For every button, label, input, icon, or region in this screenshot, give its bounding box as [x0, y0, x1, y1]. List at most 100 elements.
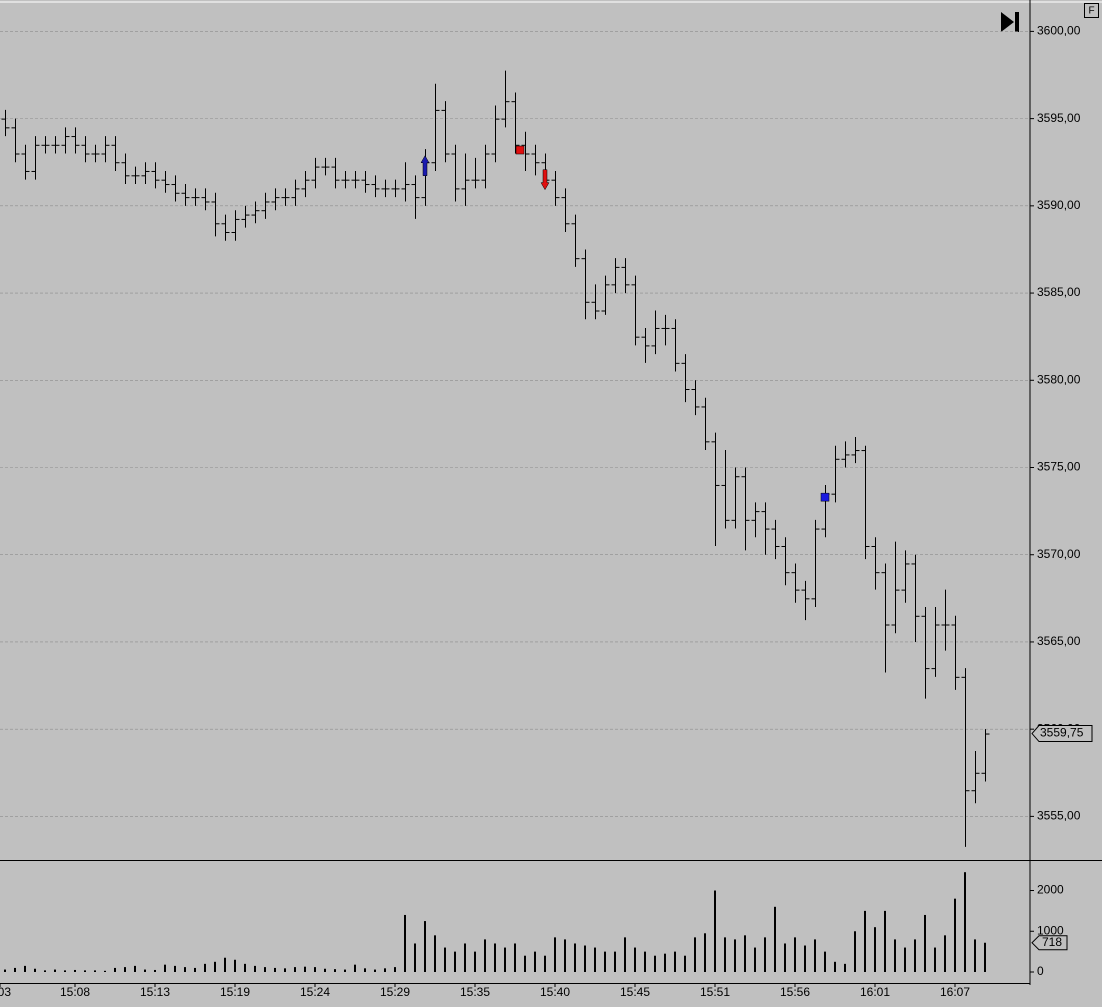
y-tick-label: 3555,00 [1037, 809, 1081, 823]
volume-bar [94, 970, 96, 972]
volume-bar [234, 959, 236, 972]
volume-bar [354, 964, 356, 972]
volume-bar [384, 968, 386, 972]
volume-bar [334, 969, 336, 972]
volume-bar [484, 939, 486, 972]
volume-bar [774, 906, 776, 972]
volume-bar [654, 955, 656, 972]
volume-bar [574, 943, 576, 972]
x-tick-label: 16:01 [860, 985, 890, 999]
volume-bar [694, 937, 696, 972]
signal-up-arrow [420, 155, 430, 176]
corner-button[interactable]: F [1084, 3, 1099, 18]
volume-bar [544, 955, 546, 972]
last-price-tag [1031, 725, 1093, 743]
volume-bar [314, 967, 316, 972]
corner-box [1084, 3, 1099, 18]
volume-bar [734, 939, 736, 972]
x-tick-label: 15:13 [140, 985, 170, 999]
volume-bar [974, 939, 976, 972]
y-tick-label: 3580,00 [1037, 372, 1081, 386]
volume-bar [984, 942, 986, 972]
volume-tick-label: 0 [1037, 964, 1044, 978]
volume-bar [464, 943, 466, 972]
volume-bar [664, 953, 666, 972]
volume-bar [784, 943, 786, 972]
volume-bar [644, 951, 646, 972]
volume-bar [584, 945, 586, 972]
volume-bar [524, 955, 526, 972]
volume-bar [224, 957, 226, 972]
x-tick-label: 15:40 [540, 985, 570, 999]
volume-bar [194, 967, 196, 972]
volume-bar [454, 951, 456, 972]
volume-bar [854, 931, 856, 972]
signal-square [515, 145, 525, 155]
volume-bar [154, 969, 156, 972]
corner-label: F [1088, 6, 1094, 17]
volume-bar [874, 927, 876, 972]
volume-bar [114, 967, 116, 972]
volume-bar [954, 898, 956, 972]
volume-bar [244, 963, 246, 972]
scroll-end-button[interactable] [1001, 12, 1019, 32]
volume-bar [394, 967, 396, 972]
x-tick-label: 15:56 [780, 985, 810, 999]
plot: 3555,003560,003565,003570,003575,003580,… [0, 24, 1093, 999]
y-tick-label: 3565,00 [1037, 634, 1081, 648]
volume-bar [814, 939, 816, 972]
volume-bar [684, 955, 686, 972]
volume-bar [104, 970, 106, 972]
volume-bar [34, 968, 36, 972]
volume-bar [604, 951, 606, 972]
volume-bar [754, 947, 756, 972]
x-tick-label: 15:35 [460, 985, 490, 999]
volume-bar [564, 939, 566, 972]
volume-bar [764, 937, 766, 972]
x-tick-label: 16:07 [940, 985, 970, 999]
volume-bar [374, 969, 376, 972]
volume-bar [294, 967, 296, 972]
volume-bar [254, 965, 256, 972]
last-volume-label: 718 [1042, 935, 1062, 949]
y-tick-label: 3585,00 [1037, 285, 1081, 299]
volume-bar [504, 947, 506, 972]
volume-bar [414, 943, 416, 972]
volume-bar [494, 943, 496, 972]
y-tick-label: 3600,00 [1037, 24, 1081, 38]
volume-bar [624, 937, 626, 972]
volume-bar [864, 910, 866, 972]
volume-bar [204, 963, 206, 972]
x-tick-label: 03 [0, 985, 11, 999]
play-icon [1001, 12, 1014, 32]
volume-bar [534, 951, 536, 972]
volume-bar [124, 967, 126, 972]
volume-bar [4, 969, 6, 972]
volume-bar [174, 965, 176, 972]
volume-bar [424, 921, 426, 972]
volume-bar [594, 947, 596, 972]
volume-bar [284, 968, 286, 972]
last-volume-tag [1031, 935, 1068, 951]
volume-bar [964, 872, 966, 972]
volume-bar [914, 939, 916, 972]
volume-bar [264, 967, 266, 972]
y-tick-label: 3595,00 [1037, 111, 1081, 125]
volume-bar [714, 890, 716, 972]
signal-down-arrow [540, 169, 550, 191]
volume-bar [824, 951, 826, 972]
last-price-label: 3559,75 [1040, 726, 1084, 740]
volume-bar [274, 967, 276, 972]
volume-bar [444, 947, 446, 972]
volume-bar [304, 966, 306, 972]
x-tick-label: 15:08 [60, 985, 90, 999]
volume-bar [674, 951, 676, 972]
x-tick-label: 15:51 [700, 985, 730, 999]
volume-bar [554, 937, 556, 972]
x-tick-label: 15:29 [380, 985, 410, 999]
volume-tick-label: 1000 [1037, 923, 1064, 937]
volume-bar [214, 961, 216, 972]
volume-bar [24, 965, 26, 972]
